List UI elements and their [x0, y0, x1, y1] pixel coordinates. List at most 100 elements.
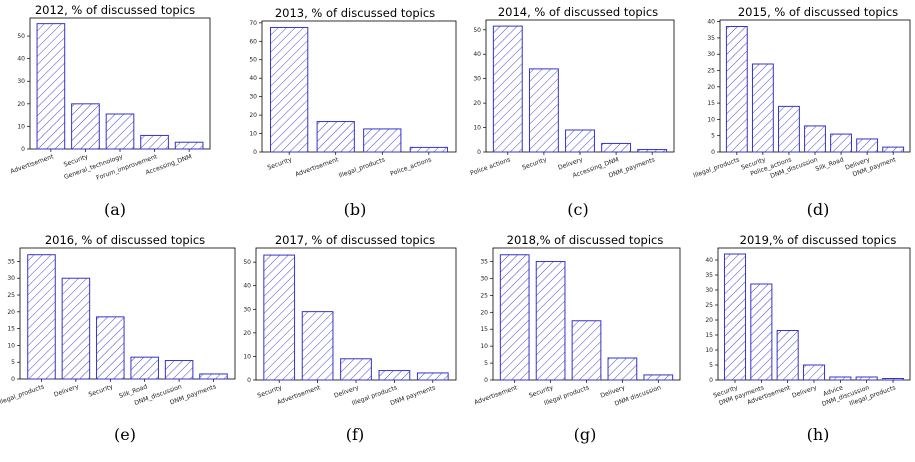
panel-caption: (f)	[346, 425, 364, 444]
bar	[804, 125, 826, 153]
y-tick-label: 15	[705, 332, 713, 339]
y-tick-label: 30	[17, 78, 25, 85]
y-tick-label: 5	[11, 359, 15, 366]
chart-title: 2019,% of discussed topics	[740, 233, 897, 247]
category-label: Security	[257, 384, 284, 399]
y-tick-label: 20	[473, 100, 481, 107]
category-label: Delivery	[791, 384, 818, 399]
bar	[881, 378, 905, 381]
category-label: Illegal_products	[0, 383, 45, 406]
chart-title: 2014, % of discussed topics	[498, 5, 658, 19]
bar	[565, 129, 595, 153]
y-tick-label: 30	[705, 287, 713, 294]
panel-caption: (h)	[807, 425, 830, 444]
bar	[316, 121, 355, 153]
y-tick-label: 0	[21, 146, 25, 153]
panels: 2012, % of discussed topics01020304050Ad…	[0, 3, 911, 444]
y-tick-label: 10	[243, 353, 251, 360]
y-tick-label: 15	[707, 100, 715, 107]
category-label: Advertisement	[9, 153, 55, 175]
bar	[71, 103, 100, 150]
plot-frame	[717, 247, 911, 381]
bar	[270, 26, 309, 153]
bar	[164, 360, 194, 380]
y-tick-label: 30	[707, 51, 715, 58]
y-tick-label: 15	[7, 326, 15, 333]
bar	[409, 146, 448, 153]
bar	[36, 23, 66, 150]
bar	[199, 373, 228, 380]
bar	[140, 134, 169, 150]
bar	[528, 68, 559, 153]
y-tick-label: 10	[17, 123, 25, 130]
bar	[750, 283, 773, 381]
y-tick-label: 10	[473, 125, 481, 132]
y-tick-label: 15	[480, 326, 488, 333]
bar	[723, 253, 747, 381]
chart-title: 2012, % of discussed topics	[35, 3, 195, 17]
panel-caption: (a)	[104, 200, 126, 219]
y-tick-label: 40	[243, 283, 251, 290]
panel-caption: (g)	[574, 425, 597, 444]
chart-panel-1: 2012, % of discussed topics 0 10 20 30 40 50 Ad…	[9, 3, 211, 219]
y-tick-label: 30	[480, 275, 488, 282]
bar	[263, 254, 296, 381]
chart-panel-5: 2016, % of discussed topics 0 5 10 15 20 25 30 3…	[0, 233, 236, 444]
y-tick-label: 25	[480, 292, 488, 299]
y-tick-label: 25	[707, 68, 715, 75]
y-tick-label: 25	[7, 292, 15, 299]
y-tick-label: 40	[705, 257, 713, 264]
y-tick-label: 60	[249, 38, 257, 45]
chart-panel-2: 2013, % of discussed topics 0 10 20 30 40 50 60…	[249, 6, 457, 219]
y-tick-label: 25	[705, 302, 713, 309]
y-tick-label: 0	[253, 149, 257, 156]
y-tick-label: 0	[711, 149, 715, 156]
y-tick-label: 20	[243, 330, 251, 337]
bar	[105, 113, 135, 150]
y-tick-label: 30	[243, 306, 251, 313]
y-tick-label: 0	[709, 377, 713, 384]
bar	[637, 149, 668, 153]
bar	[363, 128, 402, 153]
bar	[301, 311, 334, 381]
bar	[535, 261, 566, 381]
y-tick-label: 35	[705, 272, 713, 279]
bar	[492, 25, 523, 153]
category-label: Police_actions	[389, 156, 432, 177]
y-tick-label: 40	[249, 75, 257, 82]
bar	[855, 376, 878, 381]
chart-panel-8: 2019,% of discussed topics 0 5 10 15 20 25 30 35…	[705, 233, 911, 444]
y-tick-label: 30	[473, 76, 481, 83]
bar	[830, 133, 852, 153]
category-label: Illegal_products	[692, 156, 740, 179]
y-tick-label: 20	[707, 84, 715, 91]
bar	[856, 138, 879, 153]
y-tick-label: 20	[7, 309, 15, 316]
chart-panel-4: 2015, % of discussed topics 0 5 10 15 20 25 30 3…	[692, 5, 911, 219]
y-tick-label: 70	[249, 20, 257, 27]
bar	[725, 26, 748, 153]
bar	[601, 142, 632, 153]
y-tick-label: 5	[711, 133, 715, 140]
y-tick-label: 40	[707, 19, 715, 26]
bar	[27, 254, 56, 380]
panel-caption: (d)	[807, 200, 830, 219]
bar	[829, 376, 852, 381]
y-tick-label: 30	[7, 275, 15, 282]
category-label: General_technology	[63, 153, 124, 181]
y-tick-label: 40	[17, 56, 25, 63]
bar	[378, 370, 411, 381]
category-label: Delivery	[53, 383, 80, 398]
y-tick-label: 0	[484, 377, 488, 384]
bar	[499, 254, 530, 381]
y-tick-label: 5	[709, 362, 713, 369]
chart-title: 2013, % of discussed topics	[275, 6, 435, 20]
bar	[802, 364, 826, 381]
y-tick-label: 50	[17, 33, 25, 40]
chart-title: 2017, % of discussed topics	[275, 233, 435, 247]
bar	[340, 358, 372, 381]
y-tick-label: 50	[473, 27, 481, 34]
bar	[776, 330, 799, 381]
y-tick-label: 30	[249, 94, 257, 101]
